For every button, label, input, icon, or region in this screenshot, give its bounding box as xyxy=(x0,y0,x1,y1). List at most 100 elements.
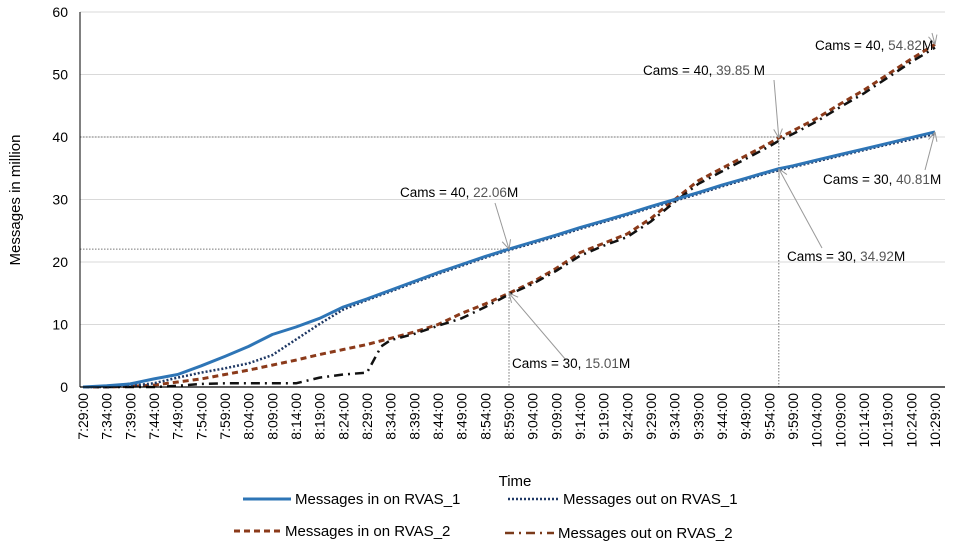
x-tick-label: 7:29:00 xyxy=(75,393,91,440)
arrowhead-icon xyxy=(508,292,519,298)
y-axis-label: Messages in million xyxy=(7,135,24,266)
legend-label: Messages out on RVAS_1 xyxy=(563,491,738,508)
annotation-value: 15.01 xyxy=(585,356,619,371)
x-tick-label: 9:39:00 xyxy=(690,393,706,440)
x-tick-label: 8:24:00 xyxy=(335,393,351,440)
series-line-messages-out-on-rvas_2 xyxy=(83,46,936,389)
annotation-unit: M xyxy=(754,63,765,78)
x-tick-label: 7:49:00 xyxy=(170,393,186,440)
x-tick-label: 8:39:00 xyxy=(406,393,422,440)
annotation-unit: M xyxy=(930,172,941,187)
x-tick-label: 9:09:00 xyxy=(548,393,564,440)
y-tick-label: 30 xyxy=(52,192,68,208)
x-tick-label: 10:24:00 xyxy=(903,393,919,448)
x-tick-label: 9:44:00 xyxy=(714,393,730,440)
x-tick-label: 8:04:00 xyxy=(241,393,257,440)
x-tick-label: 8:34:00 xyxy=(383,393,399,440)
y-tick-label: 0 xyxy=(60,379,68,395)
x-tick-label: 9:59:00 xyxy=(785,393,801,440)
x-tick-label: 8:29:00 xyxy=(359,393,375,440)
axes: 0 10 20 30 40 50 60 7:29:00 7:34:00 7:39:00 7:44:0… xyxy=(52,4,945,448)
arrowhead-icon xyxy=(501,241,510,250)
x-tick-label: 8:44:00 xyxy=(430,393,446,440)
x-tick-label: 9:49:00 xyxy=(738,393,754,440)
reference-lines xyxy=(80,136,780,387)
annotation-value: 39.85 xyxy=(716,63,754,78)
x-tick-label: 7:54:00 xyxy=(193,393,209,440)
arrowhead-icon xyxy=(508,239,512,250)
x-tick-label: 10:14:00 xyxy=(856,393,872,448)
x-tick-label: 9:04:00 xyxy=(525,393,541,440)
annotation-unit: M xyxy=(894,249,905,264)
x-tick-label: 10:19:00 xyxy=(880,393,896,448)
x-tick-label: 7:34:00 xyxy=(99,393,115,440)
annotation-label: Cams = 40, 39.85 M xyxy=(643,63,765,78)
arrowhead-icon xyxy=(934,34,938,45)
y-tick-label: 20 xyxy=(52,254,68,270)
annotation-unit: M xyxy=(507,185,518,200)
x-tick-label: 8:14:00 xyxy=(288,393,304,440)
x-tick-label: 7:39:00 xyxy=(122,393,138,440)
x-tick-label: 9:14:00 xyxy=(572,393,588,440)
annotation-label: Cams = 40, 54.82M xyxy=(815,38,933,53)
y-tick-label: 60 xyxy=(52,4,68,20)
x-tick-label: 10:29:00 xyxy=(927,393,943,448)
x-tick-label: 8:09:00 xyxy=(264,393,280,440)
annotation-value: 54.82 xyxy=(888,38,922,53)
arrowhead-icon xyxy=(934,131,938,142)
arrowhead-icon xyxy=(773,129,780,139)
gridlines xyxy=(80,11,945,325)
x-axis-label: Time xyxy=(499,473,532,490)
series-lines xyxy=(82,43,936,389)
annotation-value: 22.06 xyxy=(473,185,507,200)
annotation-label: Cams = 30, 34.92M xyxy=(787,249,905,264)
arrowhead-icon xyxy=(778,168,788,175)
y-tick-label: 10 xyxy=(52,317,68,333)
x-tick-label: 9:34:00 xyxy=(667,393,683,440)
annotation-arrow xyxy=(508,292,567,361)
legend-label: Messages in on RVAS_2 xyxy=(285,523,450,540)
x-tick-label: 8:49:00 xyxy=(454,393,470,440)
x-tick-label: 8:59:00 xyxy=(501,393,517,440)
annotation-value: 40.81 xyxy=(896,172,930,187)
arrowhead-icon xyxy=(928,131,936,140)
annotation-arrow xyxy=(773,79,780,138)
annotation-label: Cams = 30, 40.81M xyxy=(823,172,941,187)
legend-label: Messages in on RVAS_1 xyxy=(295,491,460,508)
x-tick-label: 8:54:00 xyxy=(477,393,493,440)
annotation-arrow xyxy=(778,168,823,249)
x-tick-label: 10:04:00 xyxy=(809,393,825,448)
annotation-label: Cams = 30, 15.01M xyxy=(512,356,630,371)
x-tick-label: 10:09:00 xyxy=(832,393,848,448)
legend-label: Messages out on RVAS_2 xyxy=(558,525,733,542)
annotation-cams: Cams = 40, xyxy=(643,63,716,78)
annotation-cams: Cams = 30, xyxy=(787,249,860,264)
arrowhead-icon xyxy=(508,293,513,303)
x-tick-label: 7:44:00 xyxy=(146,393,162,440)
annotation-unit: M xyxy=(619,356,630,371)
x-tick-label: 9:24:00 xyxy=(619,393,635,440)
annotation-cams: Cams = 30, xyxy=(512,356,585,371)
annotation-cams: Cams = 40, xyxy=(815,38,888,53)
x-tick-label: 8:19:00 xyxy=(312,393,328,440)
series-line-messages-in-on-rvas_2 xyxy=(83,43,936,389)
annotation-unit: M xyxy=(922,38,933,53)
arrowhead-icon xyxy=(778,128,783,139)
y-tick-label: 50 xyxy=(52,67,68,83)
x-tick-label: 7:59:00 xyxy=(217,393,233,440)
x-tick-label: 9:54:00 xyxy=(761,393,777,440)
series-line-messages-in-on-rvas_1 xyxy=(82,130,936,389)
annotation-arrow xyxy=(924,131,936,171)
annotation-arrow xyxy=(494,202,510,250)
arrowhead-icon xyxy=(928,36,936,45)
y-tick-label: 40 xyxy=(52,129,68,145)
annotation-arrow xyxy=(931,32,936,45)
x-tick-label: 9:19:00 xyxy=(596,393,612,440)
annotation-cams: Cams = 30, xyxy=(823,172,896,187)
annotation-cams: Cams = 40, xyxy=(400,185,473,200)
legend: Messages in on RVAS_1 Messages out on RVA… xyxy=(234,491,738,542)
x-tick-label: 9:29:00 xyxy=(643,393,659,440)
annotation-value: 34.92 xyxy=(860,249,894,264)
